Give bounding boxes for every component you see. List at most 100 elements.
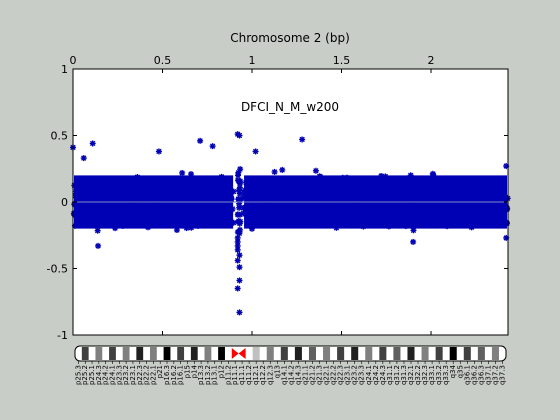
data-point bbox=[156, 206, 163, 213]
band-label: q32.3 bbox=[421, 365, 429, 385]
data-point bbox=[410, 227, 417, 234]
data-point bbox=[241, 187, 248, 194]
data-point bbox=[77, 209, 84, 216]
data-point bbox=[128, 206, 135, 213]
ideogram-band bbox=[109, 347, 116, 360]
data-point bbox=[173, 226, 180, 233]
data-point bbox=[400, 211, 407, 218]
data-point bbox=[220, 215, 227, 222]
data-point bbox=[354, 189, 361, 196]
band-label: p12 bbox=[218, 365, 226, 378]
data-point bbox=[122, 220, 129, 227]
band-label: q11.2 bbox=[245, 365, 253, 385]
data-point bbox=[275, 192, 282, 199]
data-point bbox=[104, 195, 111, 202]
data-point bbox=[141, 195, 148, 202]
data-point bbox=[144, 213, 151, 220]
data-point bbox=[291, 190, 298, 197]
data-point bbox=[464, 185, 471, 192]
ideogram-band bbox=[351, 347, 359, 360]
data-point bbox=[112, 225, 119, 232]
ideogram-band bbox=[435, 347, 443, 360]
data-point bbox=[154, 215, 161, 222]
data-point bbox=[259, 192, 266, 199]
data-point bbox=[90, 199, 97, 206]
data-point bbox=[335, 187, 342, 194]
data-point bbox=[327, 192, 334, 199]
data-point bbox=[399, 182, 406, 189]
data-point bbox=[248, 225, 255, 232]
ideogram-band bbox=[95, 347, 103, 360]
data-point bbox=[385, 223, 392, 230]
data-point bbox=[80, 155, 87, 162]
band-label: q12.3 bbox=[266, 365, 274, 385]
data-point bbox=[103, 212, 110, 219]
ideogram-band bbox=[337, 347, 345, 360]
data-point bbox=[234, 285, 241, 292]
data-point bbox=[235, 218, 242, 225]
data-point bbox=[133, 218, 140, 225]
band-label: p15 bbox=[183, 365, 191, 378]
data-point bbox=[368, 209, 375, 216]
band-label: q12.1 bbox=[252, 365, 260, 385]
y-tick-label: 0.5 bbox=[51, 130, 69, 143]
band-label: q32.1 bbox=[407, 365, 415, 385]
band-label: q23.1 bbox=[344, 365, 352, 385]
data-point bbox=[104, 207, 111, 214]
data-point bbox=[324, 184, 331, 191]
data-point bbox=[504, 206, 511, 213]
data-point bbox=[155, 148, 162, 155]
data-point bbox=[473, 191, 480, 198]
data-point bbox=[95, 242, 102, 249]
data-point bbox=[424, 214, 431, 221]
data-point bbox=[181, 175, 188, 182]
data-point bbox=[235, 169, 242, 176]
data-point bbox=[444, 223, 451, 230]
data-point bbox=[293, 205, 300, 212]
data-point bbox=[371, 201, 378, 208]
band-label: p16.2 bbox=[170, 365, 178, 385]
data-point bbox=[179, 169, 186, 176]
band-label: q23.2 bbox=[351, 365, 359, 385]
data-point bbox=[204, 178, 211, 185]
data-point bbox=[437, 210, 444, 217]
data-point bbox=[169, 196, 176, 203]
data-point bbox=[403, 191, 410, 198]
data-point bbox=[408, 210, 415, 217]
data-point bbox=[303, 212, 310, 219]
data-point bbox=[284, 211, 291, 218]
x-axis-label: Chromosome 2 (bp) bbox=[230, 31, 350, 45]
x-ticks: 0 0.5 1 1.5 2 bbox=[70, 54, 435, 335]
data-point bbox=[119, 176, 126, 183]
band-label: p16.1 bbox=[177, 365, 185, 385]
data-point bbox=[365, 181, 372, 188]
data-point bbox=[386, 209, 393, 216]
data-point bbox=[234, 257, 241, 264]
band-label: p24.3 bbox=[95, 365, 103, 385]
data-point bbox=[271, 168, 278, 175]
data-point bbox=[228, 196, 235, 203]
band-label: q13 bbox=[273, 365, 281, 378]
data-point bbox=[220, 220, 227, 227]
band-label: q37.1 bbox=[484, 365, 492, 385]
data-point bbox=[123, 189, 130, 196]
ideogram-band bbox=[365, 347, 373, 360]
data-point bbox=[374, 214, 381, 221]
data-point bbox=[336, 216, 343, 223]
data-points-layer bbox=[70, 131, 511, 316]
data-point bbox=[430, 171, 437, 178]
data-point bbox=[405, 178, 412, 185]
data-point bbox=[265, 212, 272, 219]
data-point bbox=[449, 203, 456, 210]
data-point bbox=[382, 173, 389, 180]
data-point bbox=[270, 218, 277, 225]
data-point bbox=[253, 188, 260, 195]
data-point bbox=[481, 219, 488, 226]
ideogram-band bbox=[204, 347, 212, 360]
data-point bbox=[381, 192, 388, 199]
y-tick-label: -0.5 bbox=[47, 263, 68, 276]
data-point bbox=[415, 210, 422, 217]
data-point bbox=[478, 192, 485, 199]
data-point bbox=[494, 214, 501, 221]
